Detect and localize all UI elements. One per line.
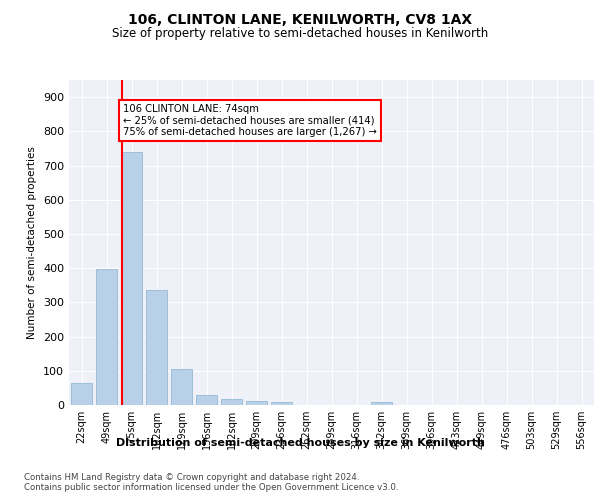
Text: Size of property relative to semi-detached houses in Kenilworth: Size of property relative to semi-detach… (112, 28, 488, 40)
Bar (246, 400, 267, 405)
Text: Contains public sector information licensed under the Open Government Licence v3: Contains public sector information licen… (24, 484, 398, 492)
Bar (96, 269, 117, 405)
Text: 106, CLINTON LANE, KENILWORTH, CV8 1AX: 106, CLINTON LANE, KENILWORTH, CV8 1AX (128, 12, 472, 26)
Bar (371, 402, 392, 405)
Bar (221, 399, 242, 405)
Bar (171, 368, 192, 405)
Bar (71, 383, 92, 405)
Bar (196, 394, 217, 405)
Text: 106 CLINTON LANE: 74sqm
← 25% of semi-detached houses are smaller (414)
75% of s: 106 CLINTON LANE: 74sqm ← 25% of semi-de… (123, 104, 377, 137)
Bar (271, 402, 292, 405)
Bar (121, 152, 142, 405)
Text: Distribution of semi-detached houses by size in Kenilworth: Distribution of semi-detached houses by … (116, 438, 484, 448)
Text: Contains HM Land Registry data © Crown copyright and database right 2024.: Contains HM Land Registry data © Crown c… (24, 472, 359, 482)
Y-axis label: Number of semi-detached properties: Number of semi-detached properties (28, 146, 37, 339)
Bar (146, 290, 167, 405)
